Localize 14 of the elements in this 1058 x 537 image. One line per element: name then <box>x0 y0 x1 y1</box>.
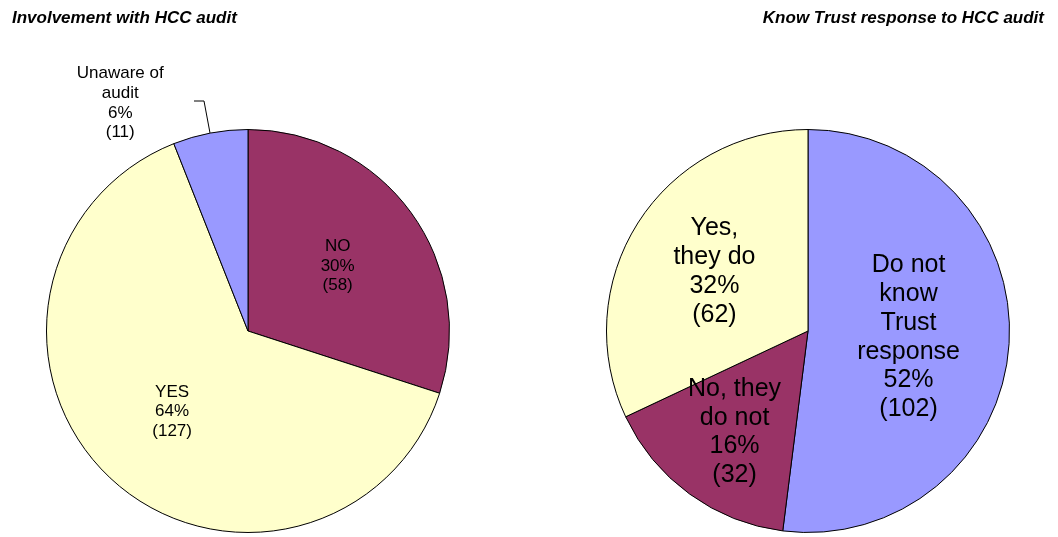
slice-label: Do not know Trust response <box>857 249 960 364</box>
slice-label: No, they do not <box>688 372 782 430</box>
chart-title: Involvement with HCC audit <box>11 8 239 29</box>
data-label: 32% (62) <box>689 269 740 327</box>
data-label: 30% (58) <box>320 255 355 295</box>
slice-label: YES <box>155 381 190 401</box>
slice-label: NO <box>324 236 351 255</box>
data-label: 6% (11) <box>105 102 135 142</box>
data-label: 16% (32) <box>709 430 760 488</box>
data-label: 52% (102) <box>879 364 938 422</box>
slice-label: Unaware of audit <box>76 63 164 102</box>
data-label: 64% (127) <box>152 401 192 441</box>
slice-label: Yes, they do <box>673 212 756 270</box>
chart-title: Know Trust response to HCC audit <box>761 8 1046 29</box>
